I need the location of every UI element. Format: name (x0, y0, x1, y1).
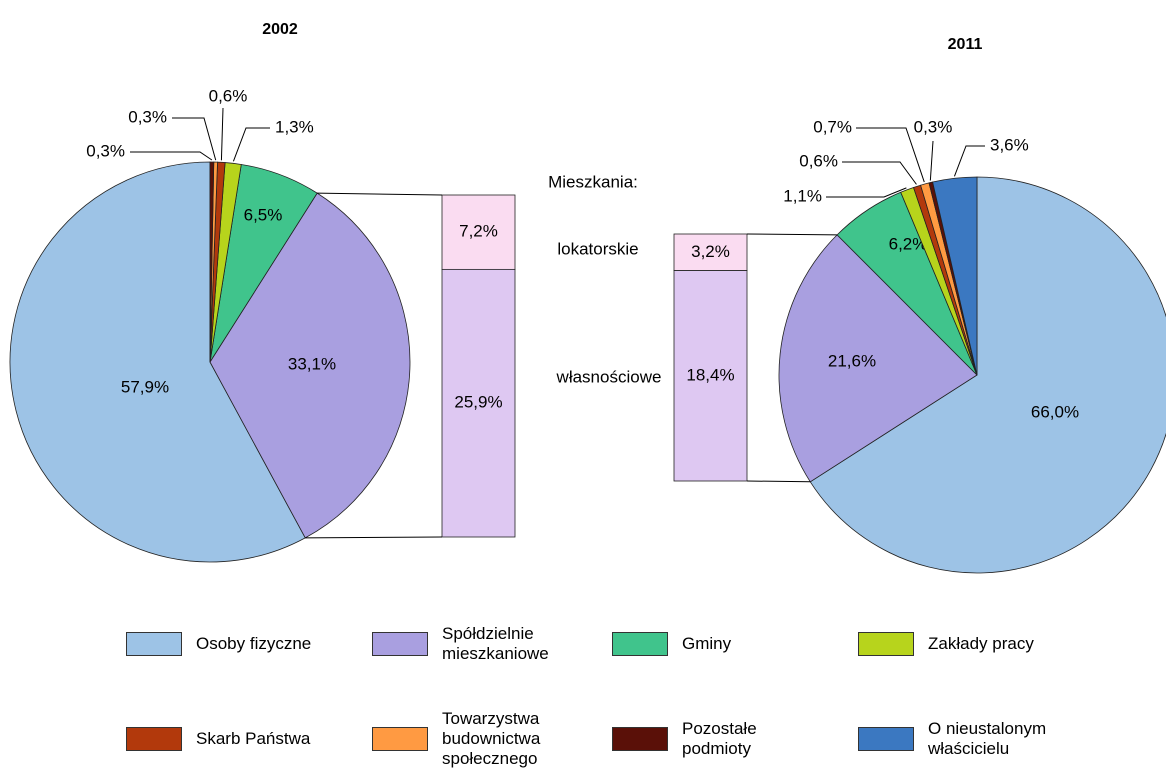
slice-label: 1,1% (783, 186, 822, 205)
connector (746, 480, 811, 483)
breakdown-value: 18,4% (686, 365, 734, 384)
legend-item: Osoby fizyczne (126, 604, 326, 684)
connector (746, 233, 838, 236)
legend-item: O nieustalonym właścicielu (858, 699, 1058, 776)
slice-label: 21,6% (828, 351, 876, 370)
legend-item: Towarzystwa budownictwa społecznego (372, 699, 572, 776)
legend-label: Towarzystwa budownictwa społecznego (442, 709, 541, 768)
breakdown-bar (441, 268, 516, 538)
slice-label: 66,0% (1031, 402, 1079, 421)
pie-slice (932, 176, 978, 376)
slice-label: 57,9% (121, 377, 169, 396)
legend-swatch (126, 727, 182, 751)
slice-label: 3,6% (990, 135, 1029, 154)
charts: Mieszkania: lokatorskie własnościowe 200… (9, 21, 1166, 574)
breakdown-label: lokatorskie (557, 239, 638, 258)
legend-label: Osoby fizyczne (196, 634, 312, 653)
breakdown-value: 7,2% (459, 222, 498, 241)
connector (317, 192, 443, 196)
slice-label: 6,2% (889, 234, 928, 253)
breakdown-label: własnościowe (556, 367, 662, 386)
pie-slice (209, 161, 215, 363)
legend-swatch (126, 632, 182, 656)
legend-swatch (858, 632, 914, 656)
legend-item: Spółdzielnie mieszkaniowe (372, 604, 572, 684)
leader-line (953, 145, 985, 177)
pie-slice (809, 176, 1166, 574)
breakdown-title: Mieszkania: (548, 172, 638, 191)
pie-slice (778, 234, 978, 483)
breakdown-value: 25,9% (454, 393, 502, 412)
slice-label: 1,3% (275, 117, 314, 136)
chart-title: 2011 (948, 36, 983, 53)
pie-slice (209, 192, 411, 539)
legend-label: Spółdzielnie mieszkaniowe (442, 624, 549, 663)
breakdown-bar (673, 233, 748, 271)
leader-line (842, 161, 917, 185)
slice-label: 0,3% (128, 107, 167, 126)
leader-line (172, 117, 217, 161)
legend-swatch (372, 727, 428, 751)
legend-swatch (612, 727, 668, 751)
leader-line (232, 127, 270, 162)
slice-label: 6,5% (244, 205, 283, 224)
leader-line (856, 127, 925, 183)
legend-swatch (612, 632, 668, 656)
slice-label: 0,3% (914, 117, 953, 136)
legend-label: Gminy (682, 634, 732, 653)
slice-label: 33,1% (288, 354, 336, 373)
leader-line (826, 187, 907, 198)
leader-line (130, 151, 213, 161)
legend-swatch (372, 632, 428, 656)
legend-label: Zakłady pracy (928, 634, 1034, 653)
slice-label: 0,6% (799, 151, 838, 170)
legend-label: Pozostałe podmioty (682, 719, 757, 758)
pie-slice (9, 161, 306, 563)
connector (305, 536, 443, 539)
leader-line (220, 107, 224, 161)
chart-title: 2002 (262, 21, 298, 38)
breakdown-bar (673, 270, 748, 482)
slice-label: 0,3% (86, 141, 125, 160)
legend-label: O nieustalonym właścicielu (928, 719, 1047, 758)
legend-item: Skarb Państwa (126, 699, 326, 776)
breakdown-value: 3,2% (691, 242, 730, 261)
legend-label: Skarb Państwa (196, 729, 311, 748)
leader-line (929, 140, 934, 181)
legend-item: Pozostałe podmioty (612, 699, 812, 776)
slice-label: 0,7% (813, 117, 852, 136)
legend-swatch (858, 727, 914, 751)
slice-label: 0,6% (209, 86, 248, 105)
legend-item: Gminy (612, 604, 812, 684)
legend-item: Zakłady pracy (858, 604, 1058, 684)
breakdown-bar (441, 194, 516, 270)
